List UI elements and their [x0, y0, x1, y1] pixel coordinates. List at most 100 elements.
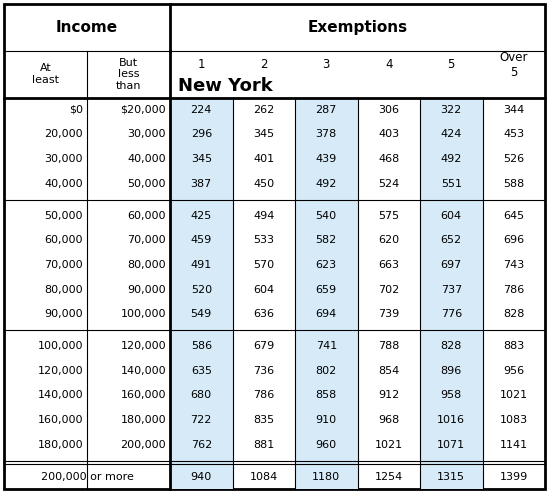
Text: 60,000: 60,000 — [127, 211, 166, 221]
Text: But
less
than: But less than — [116, 58, 141, 91]
Text: 453: 453 — [503, 130, 524, 140]
Text: 786: 786 — [253, 390, 274, 400]
Text: 551: 551 — [441, 179, 462, 189]
Text: 50,000: 50,000 — [127, 179, 166, 189]
Text: 296: 296 — [191, 130, 212, 140]
Text: Exemptions: Exemptions — [307, 20, 407, 35]
Text: 883: 883 — [503, 341, 524, 351]
Text: 40,000: 40,000 — [127, 154, 166, 164]
Text: 702: 702 — [378, 284, 399, 295]
Text: Over
5: Over 5 — [500, 51, 528, 79]
Text: 588: 588 — [503, 179, 524, 189]
Text: 140,000: 140,000 — [37, 390, 83, 400]
Text: 90,000: 90,000 — [127, 284, 166, 295]
Text: 854: 854 — [378, 366, 399, 376]
Text: 776: 776 — [441, 309, 462, 319]
Text: 586: 586 — [191, 341, 212, 351]
Text: 696: 696 — [503, 235, 524, 246]
Text: 881: 881 — [253, 440, 274, 450]
Text: $20,000: $20,000 — [120, 105, 166, 115]
Text: 828: 828 — [440, 341, 462, 351]
Text: 960: 960 — [316, 440, 337, 450]
Text: 4: 4 — [385, 58, 393, 71]
Text: 450: 450 — [253, 179, 274, 189]
Text: 788: 788 — [378, 341, 400, 351]
Text: 468: 468 — [378, 154, 399, 164]
Text: 50,000: 50,000 — [44, 211, 83, 221]
Text: 262: 262 — [253, 105, 274, 115]
Text: 679: 679 — [253, 341, 274, 351]
Text: 1141: 1141 — [500, 440, 528, 450]
Text: 694: 694 — [316, 309, 337, 319]
Text: 743: 743 — [503, 260, 524, 270]
Text: 910: 910 — [316, 415, 337, 425]
Text: 737: 737 — [441, 284, 462, 295]
Text: 1084: 1084 — [250, 472, 278, 482]
Bar — [295, 98, 357, 489]
Text: 645: 645 — [503, 211, 524, 221]
Text: 491: 491 — [191, 260, 212, 270]
Text: 540: 540 — [316, 211, 337, 221]
Text: 459: 459 — [191, 235, 212, 246]
Text: 403: 403 — [378, 130, 399, 140]
Text: 160,000: 160,000 — [120, 390, 166, 400]
Text: 786: 786 — [503, 284, 524, 295]
Text: 30,000: 30,000 — [44, 154, 83, 164]
Text: 30,000: 30,000 — [127, 130, 166, 140]
Text: 1: 1 — [198, 58, 205, 71]
Text: 378: 378 — [316, 130, 337, 140]
Text: 1016: 1016 — [437, 415, 465, 425]
Text: 180,000: 180,000 — [120, 415, 166, 425]
Text: 1315: 1315 — [437, 472, 465, 482]
Text: 494: 494 — [253, 211, 274, 221]
Text: 828: 828 — [503, 309, 524, 319]
Text: 287: 287 — [316, 105, 337, 115]
Text: 439: 439 — [316, 154, 337, 164]
Text: 344: 344 — [503, 105, 524, 115]
Text: 100,000: 100,000 — [120, 309, 166, 319]
Text: Income: Income — [56, 20, 118, 35]
Text: 680: 680 — [191, 390, 212, 400]
Text: 120,000: 120,000 — [120, 341, 166, 351]
Text: 940: 940 — [191, 472, 212, 482]
Text: 520: 520 — [191, 284, 212, 295]
Text: 956: 956 — [503, 366, 524, 376]
Text: 224: 224 — [191, 105, 212, 115]
Text: New York: New York — [178, 77, 273, 95]
Text: 160,000: 160,000 — [37, 415, 83, 425]
Text: 1254: 1254 — [374, 472, 403, 482]
Text: 858: 858 — [316, 390, 337, 400]
Text: 40,000: 40,000 — [44, 179, 83, 189]
Text: 835: 835 — [253, 415, 274, 425]
Text: 582: 582 — [316, 235, 337, 246]
Bar — [420, 98, 483, 489]
Text: 345: 345 — [253, 130, 274, 140]
Text: 387: 387 — [191, 179, 212, 189]
Text: 968: 968 — [378, 415, 399, 425]
Text: 2: 2 — [260, 58, 267, 71]
Text: 533: 533 — [253, 235, 274, 246]
Text: $0: $0 — [69, 105, 83, 115]
Text: 663: 663 — [378, 260, 399, 270]
Text: 652: 652 — [441, 235, 462, 246]
Text: 180,000: 180,000 — [37, 440, 83, 450]
Text: 958: 958 — [441, 390, 462, 400]
Text: 736: 736 — [253, 366, 274, 376]
Text: 492: 492 — [440, 154, 462, 164]
Text: 623: 623 — [316, 260, 337, 270]
Text: 635: 635 — [191, 366, 212, 376]
Text: At
least: At least — [32, 64, 59, 85]
Text: 80,000: 80,000 — [44, 284, 83, 295]
Text: 100,000: 100,000 — [37, 341, 83, 351]
Text: 120,000: 120,000 — [37, 366, 83, 376]
Text: 60,000: 60,000 — [44, 235, 83, 246]
Bar — [170, 98, 232, 489]
Text: 741: 741 — [316, 341, 337, 351]
Text: 697: 697 — [441, 260, 462, 270]
Text: 90,000: 90,000 — [44, 309, 83, 319]
Text: 306: 306 — [378, 105, 399, 115]
Text: 1399: 1399 — [500, 472, 528, 482]
Text: 1021: 1021 — [374, 440, 403, 450]
Text: 1083: 1083 — [500, 415, 528, 425]
Text: 549: 549 — [191, 309, 212, 319]
